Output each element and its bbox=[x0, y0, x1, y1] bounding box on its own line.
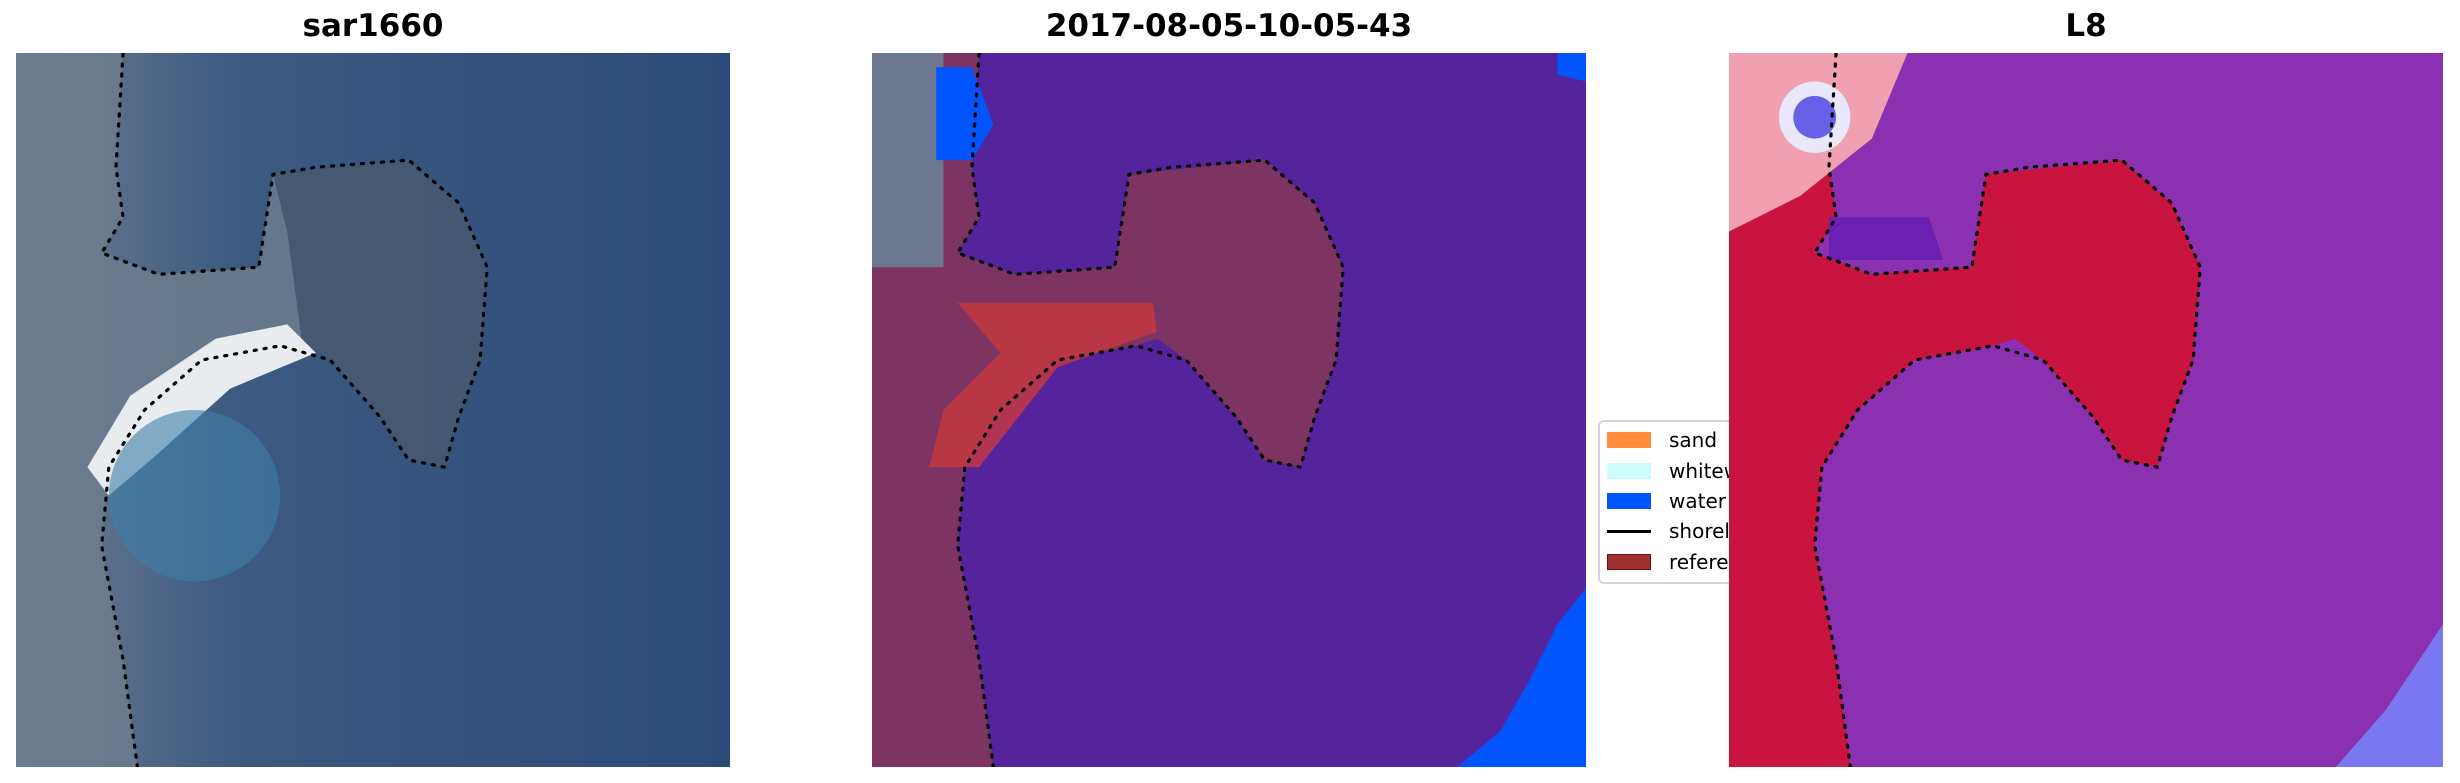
legend-swatch bbox=[1607, 493, 1651, 509]
image-region bbox=[1793, 95, 1837, 139]
legend-label: sand bbox=[1669, 428, 1718, 452]
image-region bbox=[1828, 217, 1944, 261]
panel-title-l8: L8 bbox=[2065, 8, 2107, 44]
legend-item-water: water bbox=[1607, 489, 1726, 513]
classification-panel bbox=[872, 53, 1586, 767]
shoreline-path bbox=[1812, 53, 2202, 767]
legend-swatch bbox=[1607, 463, 1651, 479]
image-region bbox=[1986, 160, 2201, 468]
image-region bbox=[929, 302, 1158, 468]
image-region bbox=[1457, 588, 1586, 767]
image-region bbox=[1557, 53, 1586, 82]
legend-swatch bbox=[1607, 554, 1651, 570]
panel-title-date: 2017-08-05-10-05-43 bbox=[1045, 8, 1413, 44]
land-region bbox=[16, 53, 302, 767]
legend-line bbox=[1607, 529, 1651, 533]
rgb-image-panel bbox=[16, 53, 730, 767]
l8-panel bbox=[1729, 53, 2443, 767]
shoreline-path bbox=[99, 53, 489, 767]
image-region bbox=[872, 53, 944, 268]
legend-label: water bbox=[1669, 489, 1726, 513]
image-region bbox=[108, 410, 281, 582]
image-region bbox=[1129, 160, 1344, 468]
image-region bbox=[936, 67, 994, 161]
land-region bbox=[1729, 53, 2015, 767]
image-region bbox=[2335, 624, 2443, 767]
legend-item-sand: sand bbox=[1607, 428, 1717, 452]
panel-title-sar: sar1660 bbox=[302, 8, 444, 44]
legend-swatch bbox=[1607, 432, 1651, 448]
shoreline-path bbox=[955, 53, 1345, 767]
land-region bbox=[872, 53, 1158, 767]
image-region bbox=[273, 160, 488, 468]
